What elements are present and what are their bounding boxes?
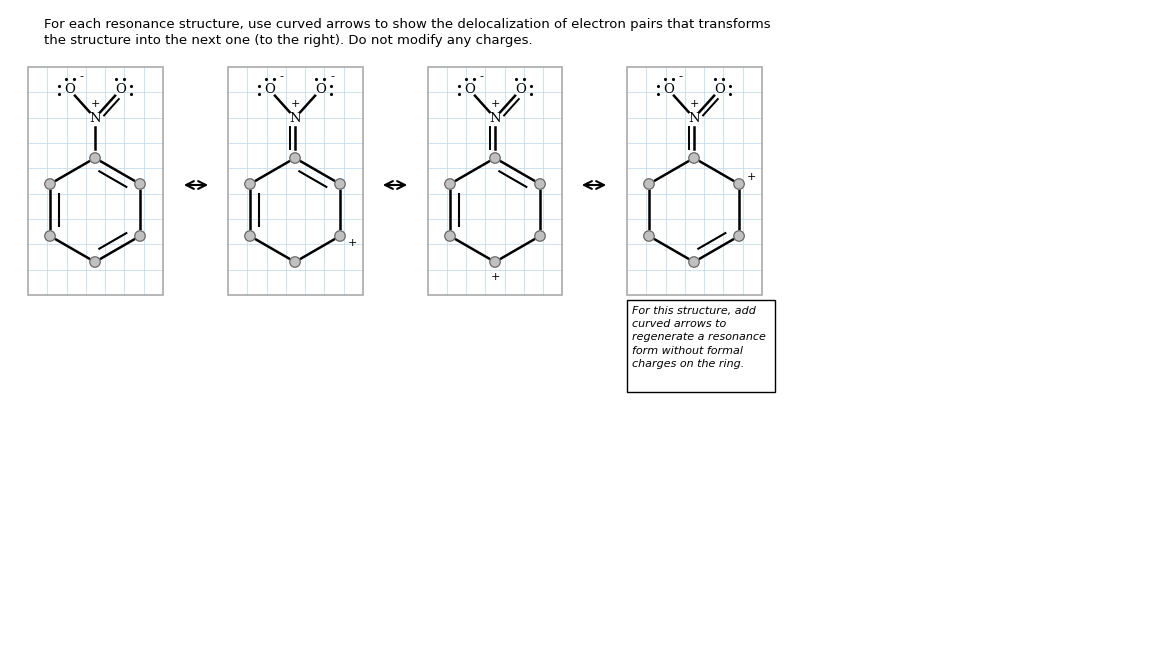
Text: N: N xyxy=(89,111,101,124)
Circle shape xyxy=(90,257,100,267)
Text: O: O xyxy=(115,83,126,97)
Text: N: N xyxy=(289,111,301,124)
Circle shape xyxy=(290,257,301,267)
Text: N: N xyxy=(688,111,699,124)
Text: +: + xyxy=(290,99,300,109)
Circle shape xyxy=(535,231,545,241)
Text: +: + xyxy=(348,238,357,248)
Bar xyxy=(429,67,562,295)
Text: -: - xyxy=(280,71,283,81)
Circle shape xyxy=(689,257,699,267)
Circle shape xyxy=(490,153,500,163)
Circle shape xyxy=(734,179,744,189)
Text: O: O xyxy=(664,83,674,97)
Text: O: O xyxy=(464,83,475,97)
Circle shape xyxy=(135,179,145,189)
Text: For this structure, add
curved arrows to
regenerate a resonance
form without for: For this structure, add curved arrows to… xyxy=(632,306,766,369)
Circle shape xyxy=(734,231,744,241)
Circle shape xyxy=(45,179,55,189)
Circle shape xyxy=(445,231,455,241)
Bar xyxy=(627,300,775,392)
Circle shape xyxy=(90,153,100,163)
Circle shape xyxy=(445,179,455,189)
Text: +: + xyxy=(491,272,500,282)
Text: +: + xyxy=(90,99,100,109)
Text: -: - xyxy=(679,71,683,81)
Text: O: O xyxy=(714,83,725,97)
Circle shape xyxy=(335,231,346,241)
Text: +: + xyxy=(689,99,698,109)
Text: For each resonance structure, use curved arrows to show the delocalization of el: For each resonance structure, use curved… xyxy=(44,18,771,31)
Circle shape xyxy=(290,153,301,163)
Circle shape xyxy=(335,179,346,189)
Circle shape xyxy=(244,179,255,189)
Text: +: + xyxy=(491,99,500,109)
Bar xyxy=(627,67,761,295)
Text: the structure into the next one (to the right). Do not modify any charges.: the structure into the next one (to the … xyxy=(44,34,532,47)
Bar xyxy=(28,67,162,295)
Circle shape xyxy=(490,257,500,267)
Text: N: N xyxy=(490,111,501,124)
Text: O: O xyxy=(65,83,75,97)
Text: -: - xyxy=(79,71,84,81)
Text: -: - xyxy=(479,71,484,81)
Text: +: + xyxy=(746,172,757,181)
Circle shape xyxy=(644,179,654,189)
Circle shape xyxy=(689,153,699,163)
Bar xyxy=(228,67,363,295)
Circle shape xyxy=(535,179,545,189)
Text: O: O xyxy=(515,83,525,97)
Text: O: O xyxy=(264,83,275,97)
Circle shape xyxy=(135,231,145,241)
Text: O: O xyxy=(314,83,326,97)
Circle shape xyxy=(45,231,55,241)
Text: -: - xyxy=(331,71,334,81)
Circle shape xyxy=(644,231,654,241)
Circle shape xyxy=(244,231,255,241)
